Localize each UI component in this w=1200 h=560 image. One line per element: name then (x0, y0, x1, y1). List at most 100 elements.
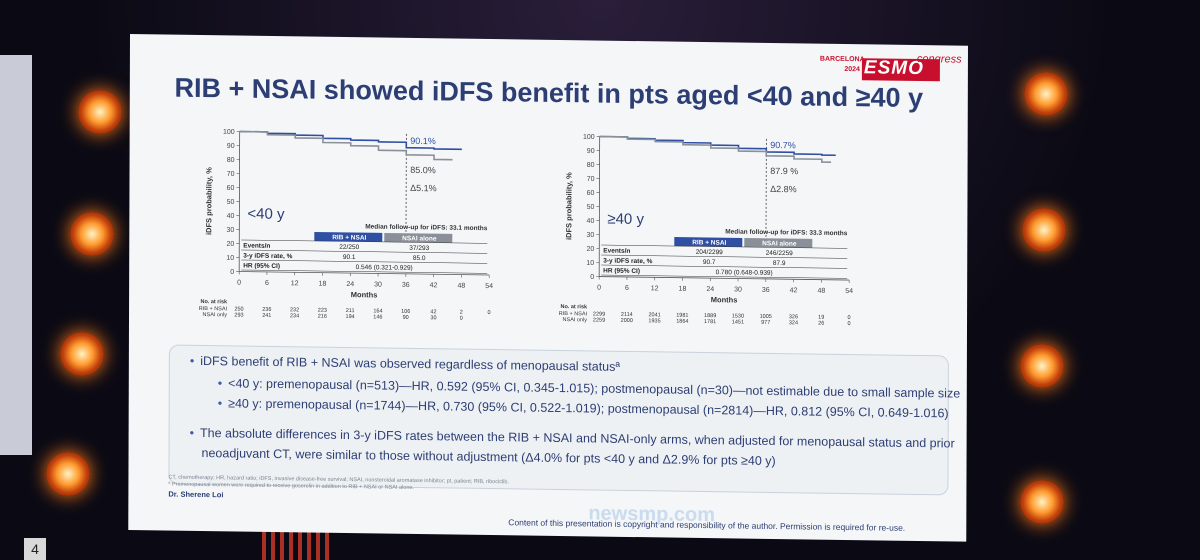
y-tick-label: 50 (227, 199, 235, 206)
bullet-dot-icon: • (189, 353, 195, 368)
table-row-line (601, 264, 848, 269)
bullet-dot-icon: • (189, 425, 195, 440)
group-label: ≥40 y (607, 210, 644, 228)
x-tick-label: 42 (790, 287, 798, 294)
group-label: <40 y (247, 205, 285, 223)
stage-light (46, 452, 90, 496)
table-row-line (601, 274, 848, 279)
key-findings-box: • iDFS benefit of RIB + NSAI was observed… (168, 344, 960, 496)
logo-congress: congress (916, 52, 962, 66)
y-tick-label: 80 (227, 157, 235, 164)
stage-light (1024, 72, 1068, 116)
y-tick-label: 90 (587, 148, 595, 155)
risk-cell: 236 (262, 307, 271, 313)
y-tick-label: 100 (583, 134, 595, 141)
copyright-notice: Content of this presentation is copyrigh… (508, 517, 906, 533)
risk-cell: 977 (761, 320, 770, 326)
y-tick-label: 60 (587, 190, 595, 197)
risk-cell: 1451 (732, 319, 744, 325)
table-cell: 90.7 (703, 259, 716, 266)
risk-cell: 216 (318, 314, 327, 320)
y-tick-label: 20 (226, 241, 234, 248)
risk-cell: 2259 (593, 317, 605, 323)
x-tick-label: 0 (237, 279, 241, 286)
risk-cell: 241 (262, 313, 271, 319)
bullet-line: • iDFS benefit of RIB + NSAI was observed… (189, 353, 621, 374)
x-tick-label: 54 (845, 288, 853, 295)
risk-cell: 164 (373, 308, 382, 314)
table-row-line (241, 259, 488, 264)
risk-row-label: NSAI only (563, 317, 588, 323)
risk-cell: 0 (460, 316, 463, 322)
y-tick-label: 10 (586, 260, 594, 267)
risk-row-label: NSAI only (203, 312, 228, 318)
x-tick-label: 12 (651, 285, 659, 292)
y-tick-label: 30 (587, 232, 595, 239)
x-tick-label: 0 (597, 285, 601, 292)
table-header-rib (314, 231, 383, 242)
risk-cell: 26 (818, 321, 824, 327)
x-tick-label: 36 (402, 282, 410, 289)
bullet-line: • ≥40 y: premenopausal (n=1744)—HR, 0.730… (217, 396, 949, 421)
annotation-delta: Δ5.1% (410, 183, 437, 193)
table-row-line (241, 249, 488, 254)
logo-year: 2024 (844, 65, 860, 74)
logo-city: BARCELONA (819, 55, 865, 64)
table-header-rib-label: RIB + NSAI (692, 239, 726, 246)
followup-label: Median follow-up for iDFS: 33.3 months (725, 229, 847, 238)
table-header-nsai (384, 232, 453, 243)
stage-badge: 4 (24, 538, 46, 560)
table-header-rib-label: RIB + NSAI (332, 234, 366, 241)
x-tick-label: 12 (291, 280, 299, 287)
logo-mark: ESMO (863, 57, 924, 80)
stage-light (60, 332, 104, 376)
x-tick-label: 30 (734, 286, 742, 293)
annotation-nsai-rate: 87.9 % (770, 166, 798, 176)
risk-title: No. at risk (560, 304, 588, 310)
table-header-nsai-label: NSAI alone (402, 235, 437, 242)
risk-cell: 0 (487, 310, 490, 316)
risk-cell: 2114 (621, 312, 633, 318)
table-row-label: 3-y iDFS rate, % (603, 258, 652, 266)
risk-cell: 90 (403, 315, 409, 321)
table-cell: 37/293 (409, 245, 429, 252)
table-row-label: Events/n (243, 242, 270, 249)
risk-cell: 234 (290, 313, 299, 319)
risk-cell: 326 (789, 314, 798, 320)
y-tick-label: 70 (587, 176, 595, 183)
stage-light (1020, 344, 1064, 388)
x-tick-label: 18 (679, 286, 687, 293)
y-tick-label: 70 (227, 171, 235, 178)
table-row-label: Events/n (603, 248, 630, 255)
risk-cell: 19 (818, 315, 824, 321)
risk-cell: 2041 (648, 312, 660, 318)
presentation-slide: BARCELONA 2024 ESMO congress RIB + NSAI … (128, 34, 968, 542)
risk-cell: 1981 (676, 313, 688, 319)
y-axis-label: iDFS probability, % (204, 167, 213, 235)
x-tick-label: 54 (485, 283, 493, 290)
stage-light (1020, 480, 1064, 524)
risk-cell: 30 (430, 315, 436, 321)
x-tick-label: 24 (706, 286, 714, 293)
nsai-alone-curve (239, 130, 453, 161)
risk-title: No. at risk (200, 299, 228, 305)
risk-cell: 2 (460, 310, 463, 316)
table-cell: 0.780 (0.648-0.939) (716, 269, 773, 277)
risk-cell: 1530 (732, 313, 744, 319)
stage-screen-left (0, 55, 32, 455)
table-row-line (241, 239, 488, 244)
risk-cell: 1889 (704, 313, 716, 319)
risk-cell: 1005 (760, 314, 772, 320)
x-tick-label: 18 (319, 281, 327, 288)
stage-light (78, 90, 122, 134)
risk-row-label: RIB + NSAI (559, 311, 588, 317)
table-cell: 0.546 (0.321-0.929) (356, 264, 413, 272)
esmo-logo: BARCELONA 2024 ESMO congress (819, 52, 962, 84)
x-tick-label: 30 (374, 281, 382, 288)
risk-cell: 232 (290, 307, 299, 313)
table-cell: 90.1 (343, 254, 356, 261)
y-tick-label: 0 (590, 274, 594, 281)
x-axis (239, 271, 490, 276)
